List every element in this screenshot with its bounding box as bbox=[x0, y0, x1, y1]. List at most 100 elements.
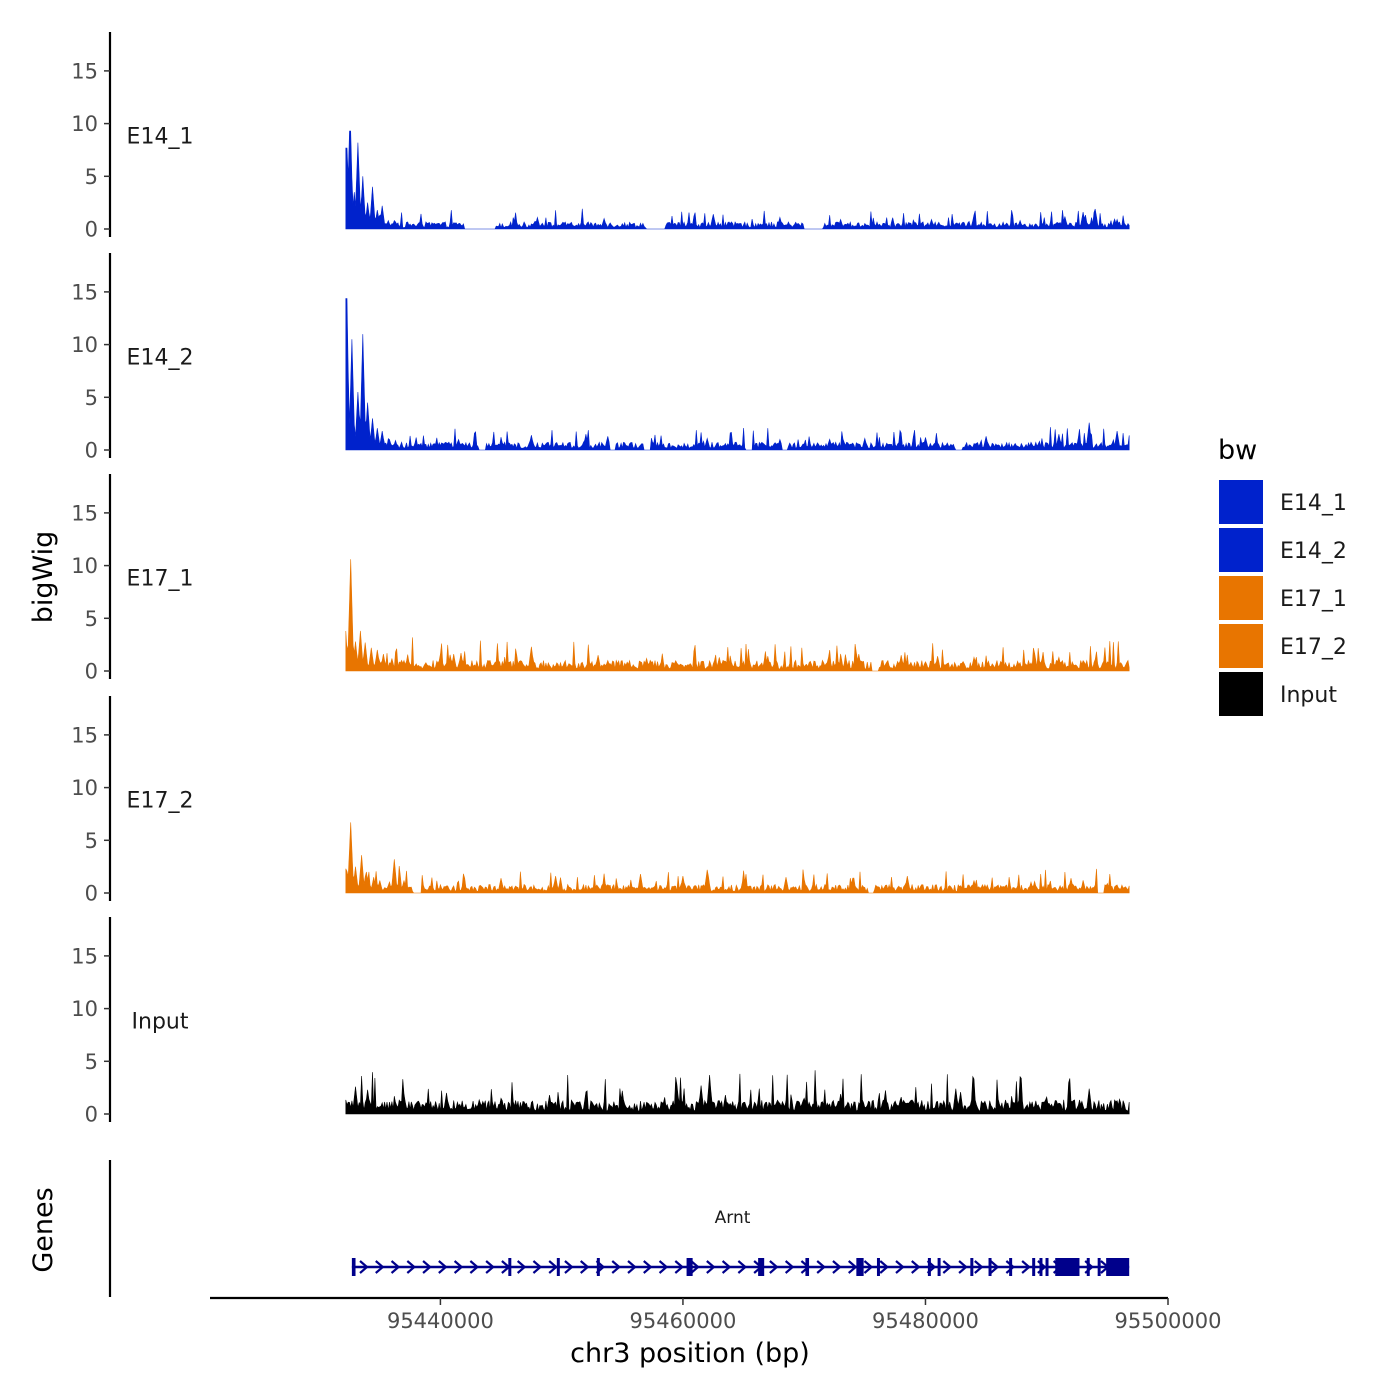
strand-arrow bbox=[469, 1260, 480, 1274]
panel-label: E14_1 bbox=[127, 125, 194, 150]
gene-name-label: Arnt bbox=[715, 1208, 751, 1228]
legend-label: E17_1 bbox=[1280, 587, 1347, 612]
y-tick-label: 10 bbox=[71, 997, 98, 1021]
strand-arrow bbox=[863, 1260, 874, 1274]
y-tick-label: 5 bbox=[85, 165, 98, 189]
exon bbox=[1009, 1258, 1013, 1276]
exon bbox=[686, 1258, 693, 1276]
exon bbox=[876, 1258, 880, 1276]
strand-arrow bbox=[532, 1260, 543, 1274]
gene-track-title: Genes bbox=[28, 1187, 59, 1272]
strand-arrow bbox=[832, 1260, 842, 1274]
exon bbox=[596, 1258, 600, 1276]
exon bbox=[758, 1258, 765, 1276]
panel-e14-2: 0 5 10 15 E14_2 bbox=[71, 253, 1130, 463]
strand-arrow bbox=[1021, 1260, 1031, 1274]
legend-label: E17_2 bbox=[1280, 635, 1347, 660]
strand-arrow bbox=[627, 1260, 637, 1274]
exon bbox=[988, 1258, 992, 1276]
y-tick-label: 15 bbox=[71, 59, 98, 83]
panel-e17-1: 0 5 10 15 E17_1 bbox=[71, 474, 1130, 684]
strand-arrow bbox=[359, 1260, 369, 1274]
gene-track: Arnt bbox=[108, 1160, 1130, 1297]
bigwig-panels: 0 5 10 15 E14_1 0 5 10 15 E14_2 0 5 10 15 E17_1 0 5 10 15 E… bbox=[71, 32, 1130, 1127]
strand-arrow bbox=[422, 1260, 432, 1274]
exon bbox=[927, 1258, 931, 1276]
legend-key-e14-2 bbox=[1219, 528, 1263, 572]
legend-key-input bbox=[1219, 672, 1263, 716]
exon bbox=[970, 1258, 974, 1276]
y-tick-label: 0 bbox=[85, 1103, 98, 1127]
y-tick-label: 0 bbox=[85, 218, 98, 242]
strand-arrow bbox=[769, 1260, 779, 1274]
strand-arrow bbox=[611, 1260, 621, 1274]
y-tick-label: 0 bbox=[85, 660, 98, 684]
strand-arrow bbox=[895, 1260, 905, 1274]
strand-arrow bbox=[958, 1260, 968, 1274]
legend-title: bw bbox=[1218, 435, 1257, 466]
exon bbox=[508, 1258, 512, 1276]
legend-label: Input bbox=[1280, 683, 1337, 708]
x-tick-label: 95480000 bbox=[872, 1309, 979, 1333]
y-tick-label: 5 bbox=[85, 607, 98, 631]
panel-input: 0 5 10 15 Input bbox=[71, 917, 1130, 1127]
strand-arrow bbox=[658, 1260, 669, 1274]
exon bbox=[937, 1258, 941, 1276]
y-tick-label: 10 bbox=[71, 333, 98, 357]
signal-area-e17-2 bbox=[345, 822, 1130, 894]
y-tick-label: 10 bbox=[71, 554, 98, 578]
exon bbox=[1045, 1258, 1049, 1276]
strand-arrow bbox=[438, 1260, 448, 1274]
strand-arrow bbox=[1005, 1260, 1016, 1274]
legend-key-e17-1 bbox=[1219, 576, 1263, 620]
strand-arrow bbox=[674, 1260, 684, 1274]
strand-arrow bbox=[974, 1260, 984, 1274]
panel-label: E14_2 bbox=[127, 346, 194, 371]
signal-area-input bbox=[345, 1070, 1130, 1115]
exon bbox=[1106, 1258, 1130, 1276]
exon bbox=[1086, 1258, 1090, 1276]
strand-arrow bbox=[816, 1260, 826, 1274]
y-tick-label: 15 bbox=[71, 501, 98, 525]
y-tick-label: 15 bbox=[71, 944, 98, 968]
strand-arrow bbox=[737, 1260, 748, 1274]
y-tick-label: 10 bbox=[71, 776, 98, 800]
strand-arrow bbox=[643, 1260, 653, 1274]
legend-label: E14_1 bbox=[1280, 491, 1347, 516]
signal-area-e17-1 bbox=[345, 559, 1130, 672]
exon bbox=[1039, 1258, 1043, 1276]
strand-arrow bbox=[516, 1260, 527, 1274]
strand-arrow bbox=[390, 1260, 401, 1274]
panel-label: E17_1 bbox=[127, 567, 194, 592]
strand-arrow bbox=[548, 1260, 558, 1274]
y-tick-label: 5 bbox=[85, 829, 98, 853]
strand-arrow bbox=[911, 1260, 921, 1274]
y-tick-label: 5 bbox=[85, 1050, 98, 1074]
signal-area-e14-2 bbox=[345, 298, 1130, 451]
exon bbox=[1055, 1258, 1080, 1276]
y-tick-label: 5 bbox=[85, 386, 98, 410]
strand-arrow bbox=[406, 1260, 416, 1274]
panel-e17-2: 0 5 10 15 E17_2 bbox=[71, 696, 1130, 906]
strand-arrow bbox=[375, 1260, 385, 1274]
panel-label: E17_2 bbox=[127, 789, 194, 814]
legend-label: E14_2 bbox=[1280, 539, 1347, 564]
x-axis-title: chr3 position (bp) bbox=[570, 1338, 810, 1369]
y-axis-title: bigWig bbox=[28, 531, 59, 624]
exon bbox=[351, 1258, 356, 1276]
strand-arrow bbox=[579, 1260, 590, 1274]
exon bbox=[805, 1258, 810, 1276]
strand-arrow bbox=[453, 1260, 464, 1274]
x-axis: 95440000 95460000 95480000 95500000 bbox=[210, 1296, 1221, 1333]
y-tick-label: 10 bbox=[71, 112, 98, 136]
strand-arrow bbox=[989, 1260, 1000, 1274]
x-tick-label: 95440000 bbox=[387, 1309, 494, 1333]
strand-arrow bbox=[690, 1260, 700, 1274]
x-tick-label: 95460000 bbox=[629, 1309, 736, 1333]
exon bbox=[1032, 1258, 1036, 1276]
panel-label: Input bbox=[132, 1010, 189, 1035]
legend-key-e14-1 bbox=[1219, 480, 1263, 524]
strand-arrow bbox=[721, 1260, 732, 1274]
strand-arrow bbox=[879, 1260, 889, 1274]
